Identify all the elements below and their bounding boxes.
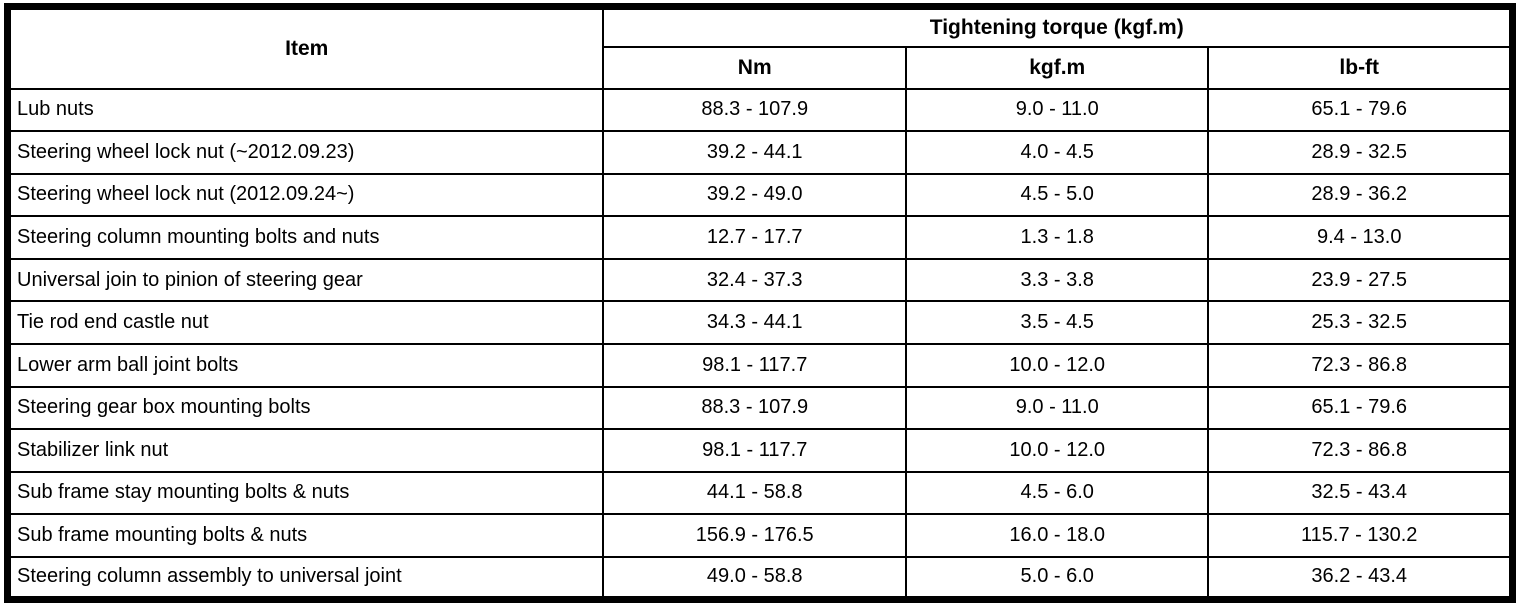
kgfm-cell: 1.3 - 1.8 bbox=[904, 215, 1210, 260]
item-cell: Steering wheel lock nut (~2012.09.23) bbox=[6, 130, 605, 175]
table-row: Sub frame stay mounting bolts & nuts 44.… bbox=[6, 470, 1514, 516]
lbft-column-header: lb-ft bbox=[1207, 45, 1514, 90]
nm-cell: 34.3 - 44.1 bbox=[602, 300, 907, 345]
item-cell: Steering column mounting bolts and nuts bbox=[6, 215, 605, 260]
nm-cell: 12.7 - 17.7 bbox=[602, 215, 907, 260]
item-cell: Steering column assembly to universal jo… bbox=[6, 555, 605, 601]
table-row: Steering wheel lock nut (~2012.09.23) 39… bbox=[6, 130, 1514, 175]
kgfm-cell: 4.5 - 6.0 bbox=[904, 470, 1210, 516]
nm-cell: 39.2 - 49.0 bbox=[602, 172, 907, 218]
item-cell: Stabilizer link nut bbox=[6, 428, 605, 473]
lbft-cell: 23.9 - 27.5 bbox=[1207, 257, 1514, 303]
table-header-group-row: Item Tightening torque (kgf.m) bbox=[6, 5, 1514, 90]
kgfm-cell: 4.5 - 5.0 bbox=[904, 172, 1210, 218]
nm-cell: 44.1 - 58.8 bbox=[602, 470, 907, 516]
nm-cell: 98.1 - 117.7 bbox=[602, 428, 907, 473]
nm-column-header: Nm bbox=[602, 45, 907, 90]
tightening-torque-table: Item Tightening torque (kgf.m) Nm kgf.m … bbox=[4, 3, 1516, 603]
lbft-cell: 72.3 - 86.8 bbox=[1207, 428, 1514, 473]
kgfm-cell: 9.0 - 11.0 bbox=[904, 385, 1210, 431]
kgfm-cell: 3.5 - 4.5 bbox=[904, 300, 1210, 345]
table-row: Steering column mounting bolts and nuts … bbox=[6, 215, 1514, 260]
kgfm-cell: 5.0 - 6.0 bbox=[904, 555, 1210, 601]
table-header-units-row: Nm kgf.m lb-ft bbox=[8, 45, 1514, 90]
nm-cell: 88.3 - 107.9 bbox=[602, 385, 907, 431]
nm-cell: 98.1 - 117.7 bbox=[602, 342, 907, 388]
item-cell: Lower arm ball joint bolts bbox=[6, 342, 605, 388]
table-row: Steering wheel lock nut (2012.09.24~) 39… bbox=[6, 172, 1514, 218]
table-row: Stabilizer link nut 98.1 - 117.7 10.0 - … bbox=[6, 428, 1514, 473]
lbft-cell: 115.7 - 130.2 bbox=[1207, 513, 1514, 558]
table-row: Steering gear box mounting bolts 88.3 - … bbox=[6, 385, 1514, 431]
kgfm-column-header: kgf.m bbox=[904, 45, 1210, 90]
item-column-header: Item bbox=[6, 5, 605, 90]
nm-cell: 156.9 - 176.5 bbox=[602, 513, 907, 558]
lbft-cell: 36.2 - 43.4 bbox=[1207, 555, 1514, 601]
table-row: Sub frame mounting bolts & nuts 156.9 - … bbox=[6, 513, 1514, 558]
nm-cell: 32.4 - 37.3 bbox=[602, 257, 907, 303]
lbft-cell: 72.3 - 86.8 bbox=[1207, 342, 1514, 388]
item-cell: Steering gear box mounting bolts bbox=[6, 385, 605, 431]
item-cell: Lub nuts bbox=[6, 87, 605, 133]
kgfm-cell: 10.0 - 12.0 bbox=[904, 342, 1210, 388]
item-cell: Tie rod end castle nut bbox=[6, 300, 605, 345]
kgfm-cell: 10.0 - 12.0 bbox=[904, 428, 1210, 473]
item-cell: Sub frame stay mounting bolts & nuts bbox=[6, 470, 605, 516]
torque-group-header: Tightening torque (kgf.m) bbox=[602, 5, 1514, 48]
table-row: Lower arm ball joint bolts 98.1 - 117.7 … bbox=[6, 342, 1514, 388]
kgfm-cell: 3.3 - 3.8 bbox=[904, 257, 1210, 303]
item-cell: Universal join to pinion of steering gea… bbox=[6, 257, 605, 303]
table-row: Tie rod end castle nut 34.3 - 44.1 3.5 -… bbox=[6, 300, 1514, 345]
table-row: Steering column assembly to universal jo… bbox=[6, 555, 1514, 601]
nm-cell: 39.2 - 44.1 bbox=[602, 130, 907, 175]
table-row: Universal join to pinion of steering gea… bbox=[6, 257, 1514, 303]
item-cell: Sub frame mounting bolts & nuts bbox=[6, 513, 605, 558]
lbft-cell: 32.5 - 43.4 bbox=[1207, 470, 1514, 516]
lbft-cell: 65.1 - 79.6 bbox=[1207, 87, 1514, 133]
item-cell: Steering wheel lock nut (2012.09.24~) bbox=[6, 172, 605, 218]
nm-cell: 49.0 - 58.8 bbox=[602, 555, 907, 601]
lbft-cell: 9.4 - 13.0 bbox=[1207, 215, 1514, 260]
kgfm-cell: 4.0 - 4.5 bbox=[904, 130, 1210, 175]
table-row: Lub nuts 88.3 - 107.9 9.0 - 11.0 65.1 - … bbox=[6, 87, 1514, 133]
kgfm-cell: 16.0 - 18.0 bbox=[904, 513, 1210, 558]
lbft-cell: 28.9 - 32.5 bbox=[1207, 130, 1514, 175]
nm-cell: 88.3 - 107.9 bbox=[602, 87, 907, 133]
lbft-cell: 25.3 - 32.5 bbox=[1207, 300, 1514, 345]
lbft-cell: 65.1 - 79.6 bbox=[1207, 385, 1514, 431]
kgfm-cell: 9.0 - 11.0 bbox=[904, 87, 1210, 133]
lbft-cell: 28.9 - 36.2 bbox=[1207, 172, 1514, 218]
